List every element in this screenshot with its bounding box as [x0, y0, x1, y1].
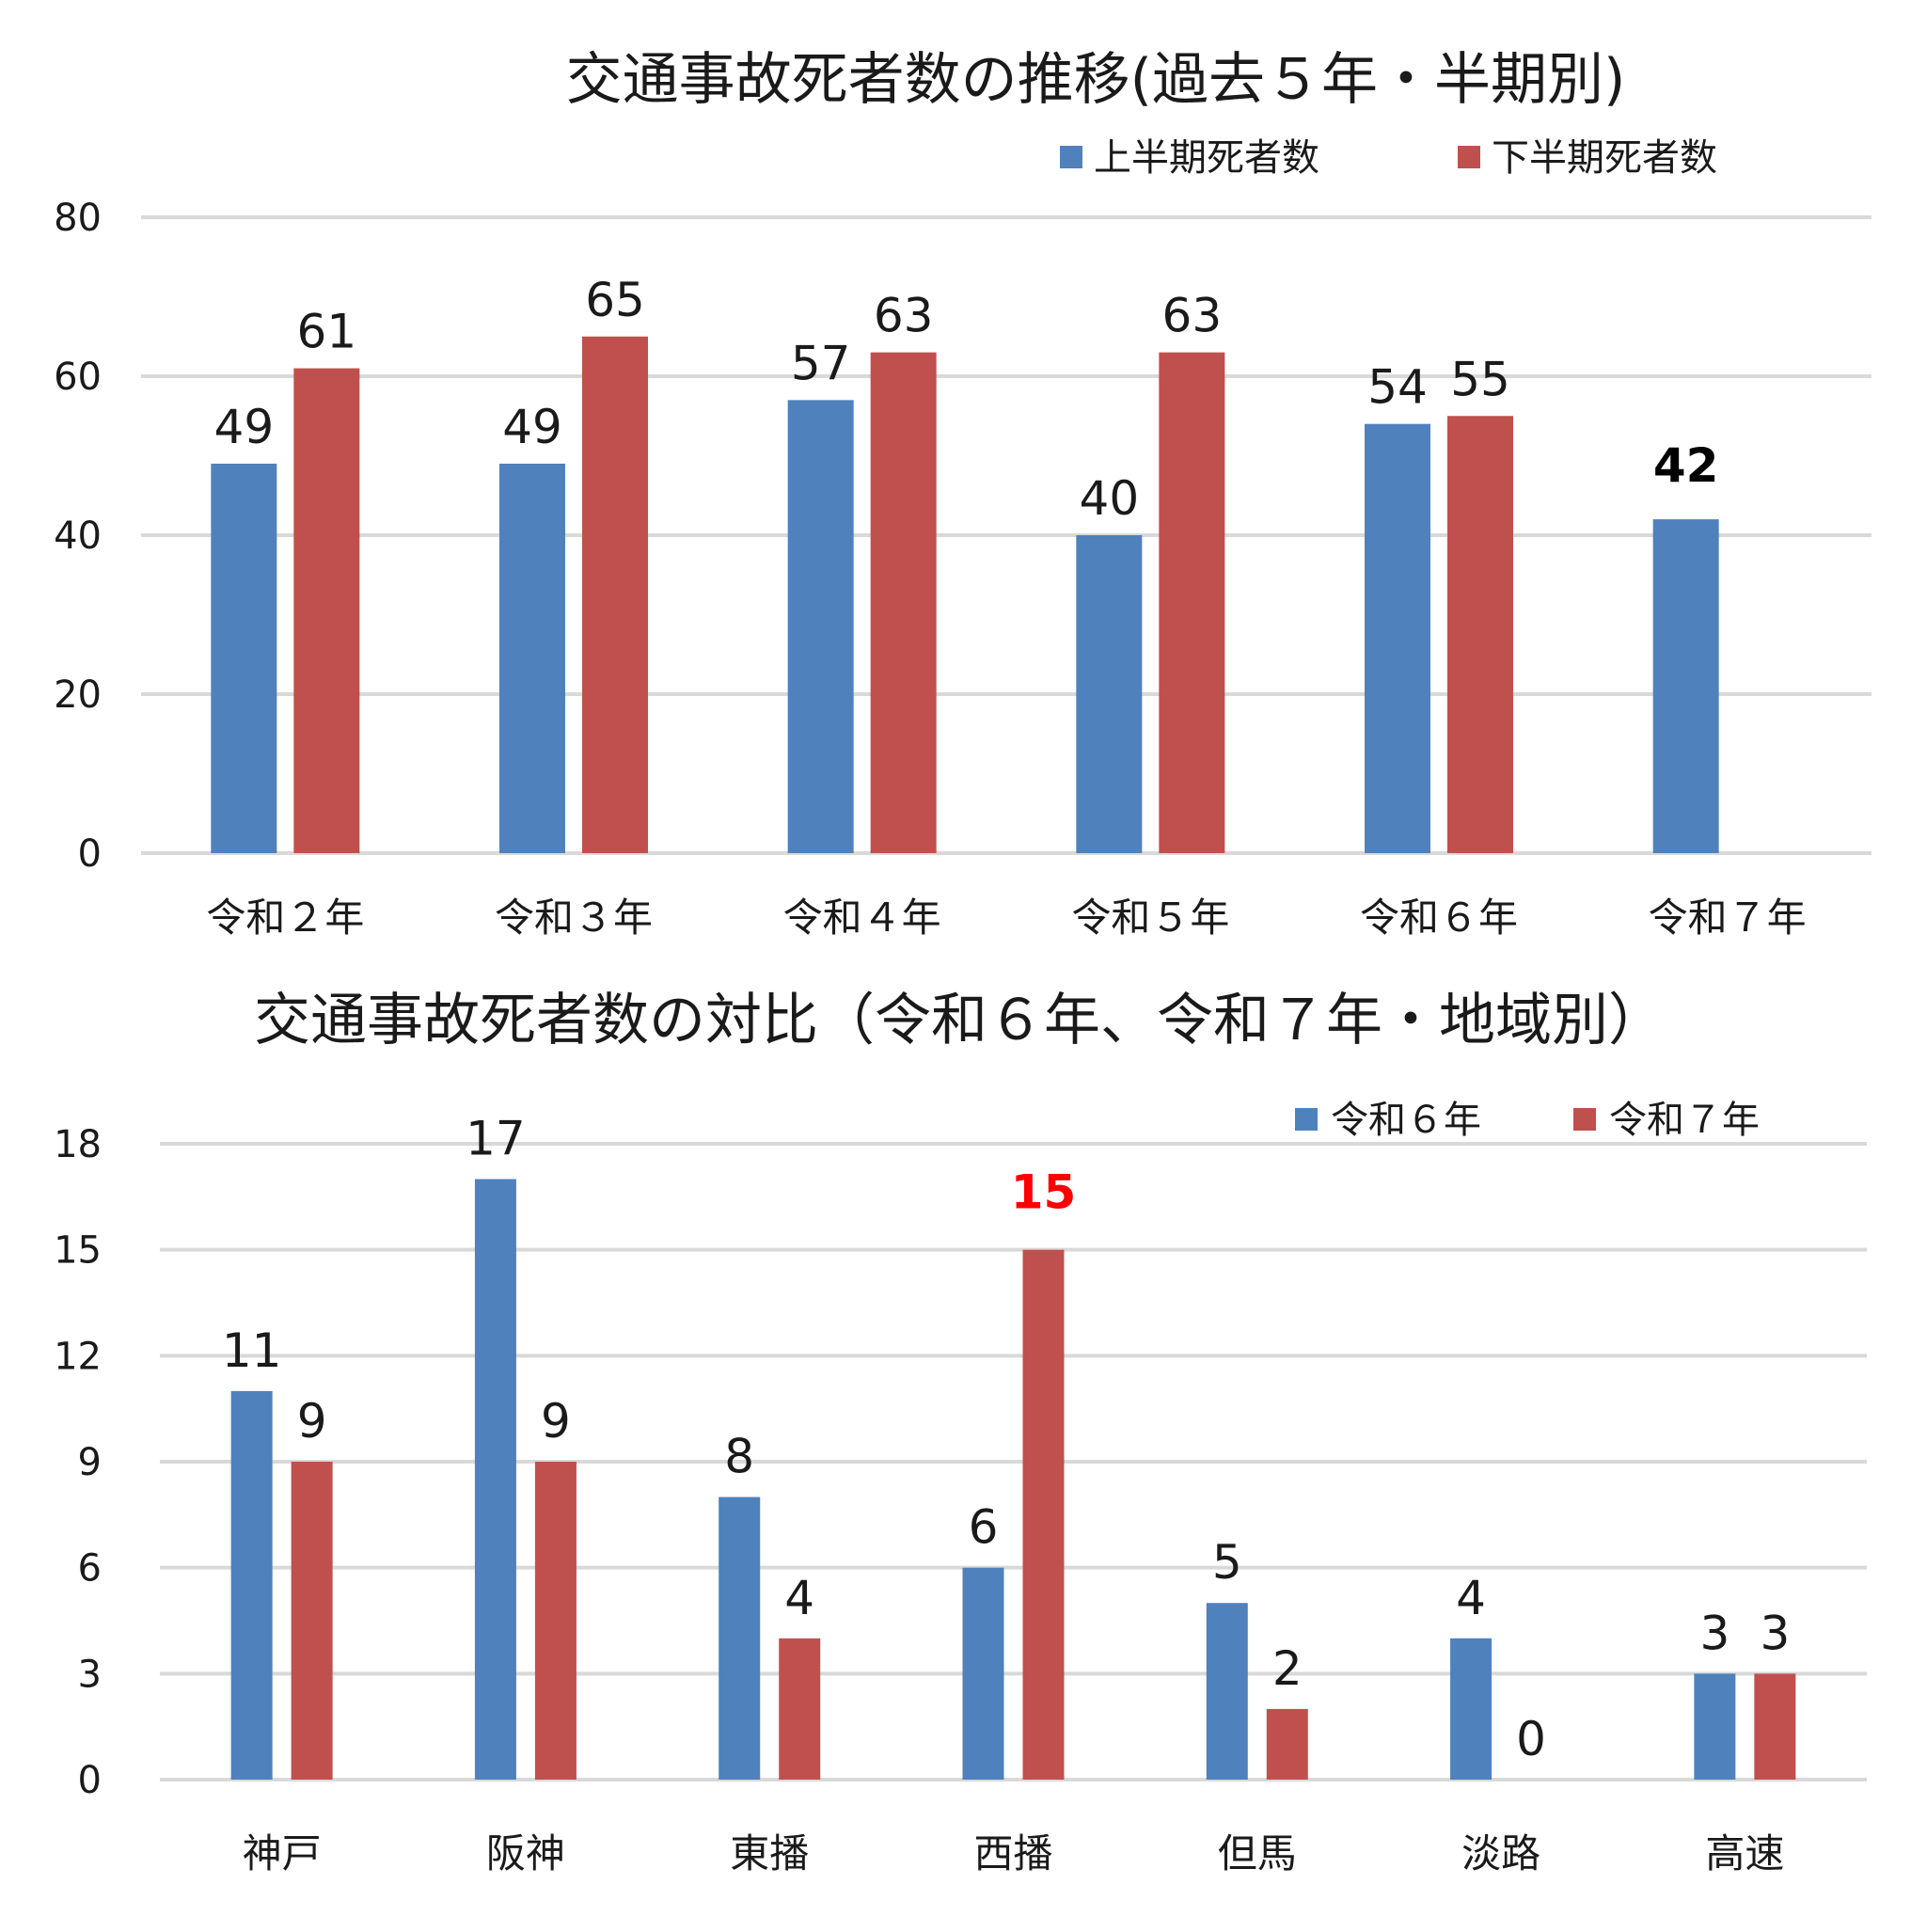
data-label: 2 — [1272, 1641, 1303, 1696]
y-tick-label: 9 — [78, 1441, 102, 1484]
data-label: 8 — [724, 1430, 754, 1484]
chart1-data-labels: 49 61 49 65 57 63 40 63 54 55 42 — [214, 273, 1719, 526]
data-label: 63 — [1162, 289, 1223, 343]
y-tick-label: 60 — [54, 356, 102, 399]
bar — [787, 400, 854, 853]
bar — [534, 1462, 576, 1780]
chart1-gridlines — [141, 215, 1872, 855]
chart2-title: 交通事故死者数の対比（令和６年、令和７年・地域別） — [254, 988, 1665, 1053]
x-tick-label: 令和７年 — [1649, 895, 1807, 941]
x-tick-label: 但馬 — [1218, 1830, 1297, 1877]
data-label: 4 — [784, 1571, 814, 1625]
chart-half-year-trend: 交通事故死者数の推移(過去５年・半期別) 0 20 40 60 80 49 61 49 65 5… — [54, 47, 1872, 941]
legend-label: 令和７年 — [1609, 1099, 1760, 1142]
bar — [962, 1567, 1004, 1780]
bar — [293, 368, 360, 853]
chart2-bars — [230, 1179, 1796, 1780]
y-tick-label: 12 — [54, 1335, 102, 1378]
data-label: 9 — [541, 1394, 571, 1449]
x-tick-label: 淡路 — [1461, 1830, 1540, 1877]
bar — [870, 352, 937, 853]
legend-label: 令和６年 — [1331, 1099, 1481, 1142]
chart1-legend: 上半期死者数 下半期死者数 — [1060, 136, 1717, 180]
y-tick-label: 40 — [54, 515, 102, 558]
chart2-data-labels: 11 9 17 9 8 4 6 15 52 4 0 3 3 — [222, 1112, 1790, 1766]
data-label: 63 — [874, 289, 934, 343]
legend-swatch — [1573, 1108, 1596, 1131]
bar — [1652, 519, 1719, 853]
bar — [1754, 1673, 1796, 1780]
data-label: 0 — [1516, 1712, 1546, 1766]
bar — [474, 1179, 516, 1780]
chart-region-comparison: 交通事故死者数の対比（令和６年、令和７年・地域別） 0 3 6 9 12 15 18 11 9… — [54, 988, 1867, 1877]
legend-swatch — [1060, 146, 1082, 168]
x-tick-label: 高速 — [1705, 1830, 1784, 1877]
x-tick-label: 令和４年 — [783, 895, 941, 941]
legend-swatch — [1458, 146, 1480, 168]
data-label: 49 — [502, 400, 562, 454]
legend-swatch — [1295, 1108, 1318, 1131]
data-label: 40 — [1080, 471, 1140, 526]
data-label: 3 — [1760, 1606, 1790, 1660]
bar — [499, 463, 565, 853]
data-label: 4 — [1456, 1571, 1486, 1625]
x-tick-label: 令和５年 — [1071, 895, 1229, 941]
bar — [291, 1462, 333, 1780]
x-tick-label: 西播 — [973, 1830, 1052, 1877]
bar — [1159, 352, 1225, 853]
chart1-x-axis: 令和２年 令和３年 令和４年 令和５年 令和６年 令和７年 — [206, 895, 1806, 941]
data-label: 55 — [1450, 352, 1510, 406]
x-tick-label: 神戸 — [243, 1830, 322, 1877]
y-tick-label: 0 — [78, 1759, 102, 1802]
bar — [1076, 535, 1143, 853]
x-tick-label: 阪神 — [486, 1830, 565, 1877]
data-label: 61 — [297, 305, 357, 359]
bar — [1447, 416, 1513, 853]
x-tick-label: 令和３年 — [495, 895, 653, 941]
y-tick-label: 20 — [54, 673, 102, 717]
data-label: 15 — [1011, 1165, 1077, 1220]
bar — [1266, 1708, 1308, 1780]
bar — [211, 463, 277, 853]
y-tick-label: 15 — [54, 1229, 102, 1273]
data-label: 3 — [1699, 1606, 1729, 1660]
bar — [1022, 1249, 1065, 1780]
x-tick-label: 令和６年 — [1360, 895, 1518, 941]
y-tick-label: 0 — [78, 832, 102, 876]
chart2-y-axis: 0 3 6 9 12 15 18 — [54, 1123, 102, 1802]
y-tick-label: 80 — [54, 197, 102, 240]
bar — [779, 1638, 821, 1780]
bar — [1365, 423, 1430, 853]
bar — [582, 336, 648, 853]
chart1-y-axis: 0 20 40 60 80 — [54, 197, 102, 876]
bar — [1206, 1603, 1248, 1780]
chart2-legend: 令和６年 令和７年 — [1295, 1099, 1760, 1142]
data-label: 17 — [466, 1112, 526, 1166]
data-label: 57 — [791, 336, 851, 390]
chart2-x-axis: 神戸 阪神 東播 西播 但馬 淡路 高速 — [243, 1830, 1785, 1877]
bar — [1694, 1673, 1736, 1780]
data-label: 6 — [969, 1500, 999, 1555]
legend-label: 下半期死者数 — [1492, 136, 1717, 180]
y-tick-label: 3 — [78, 1653, 102, 1696]
data-label: 42 — [1653, 438, 1719, 493]
x-tick-label: 東播 — [730, 1830, 809, 1877]
legend-label: 上半期死者数 — [1094, 136, 1319, 180]
data-label: 9 — [297, 1394, 327, 1449]
data-label: 65 — [585, 273, 645, 327]
bar — [1450, 1638, 1492, 1780]
chart2-gridlines — [160, 1142, 1867, 1782]
data-label: 49 — [214, 400, 275, 454]
chart1-title: 交通事故死者数の推移(過去５年・半期別) — [566, 47, 1626, 113]
bar — [719, 1497, 761, 1780]
chart1-bars — [211, 336, 1719, 853]
y-tick-label: 18 — [54, 1123, 102, 1166]
data-label: 54 — [1367, 360, 1428, 415]
data-label: 11 — [222, 1323, 282, 1378]
bar — [230, 1390, 273, 1780]
x-tick-label: 令和２年 — [206, 895, 364, 941]
data-label: 5 — [1212, 1535, 1242, 1590]
y-tick-label: 6 — [78, 1547, 102, 1591]
